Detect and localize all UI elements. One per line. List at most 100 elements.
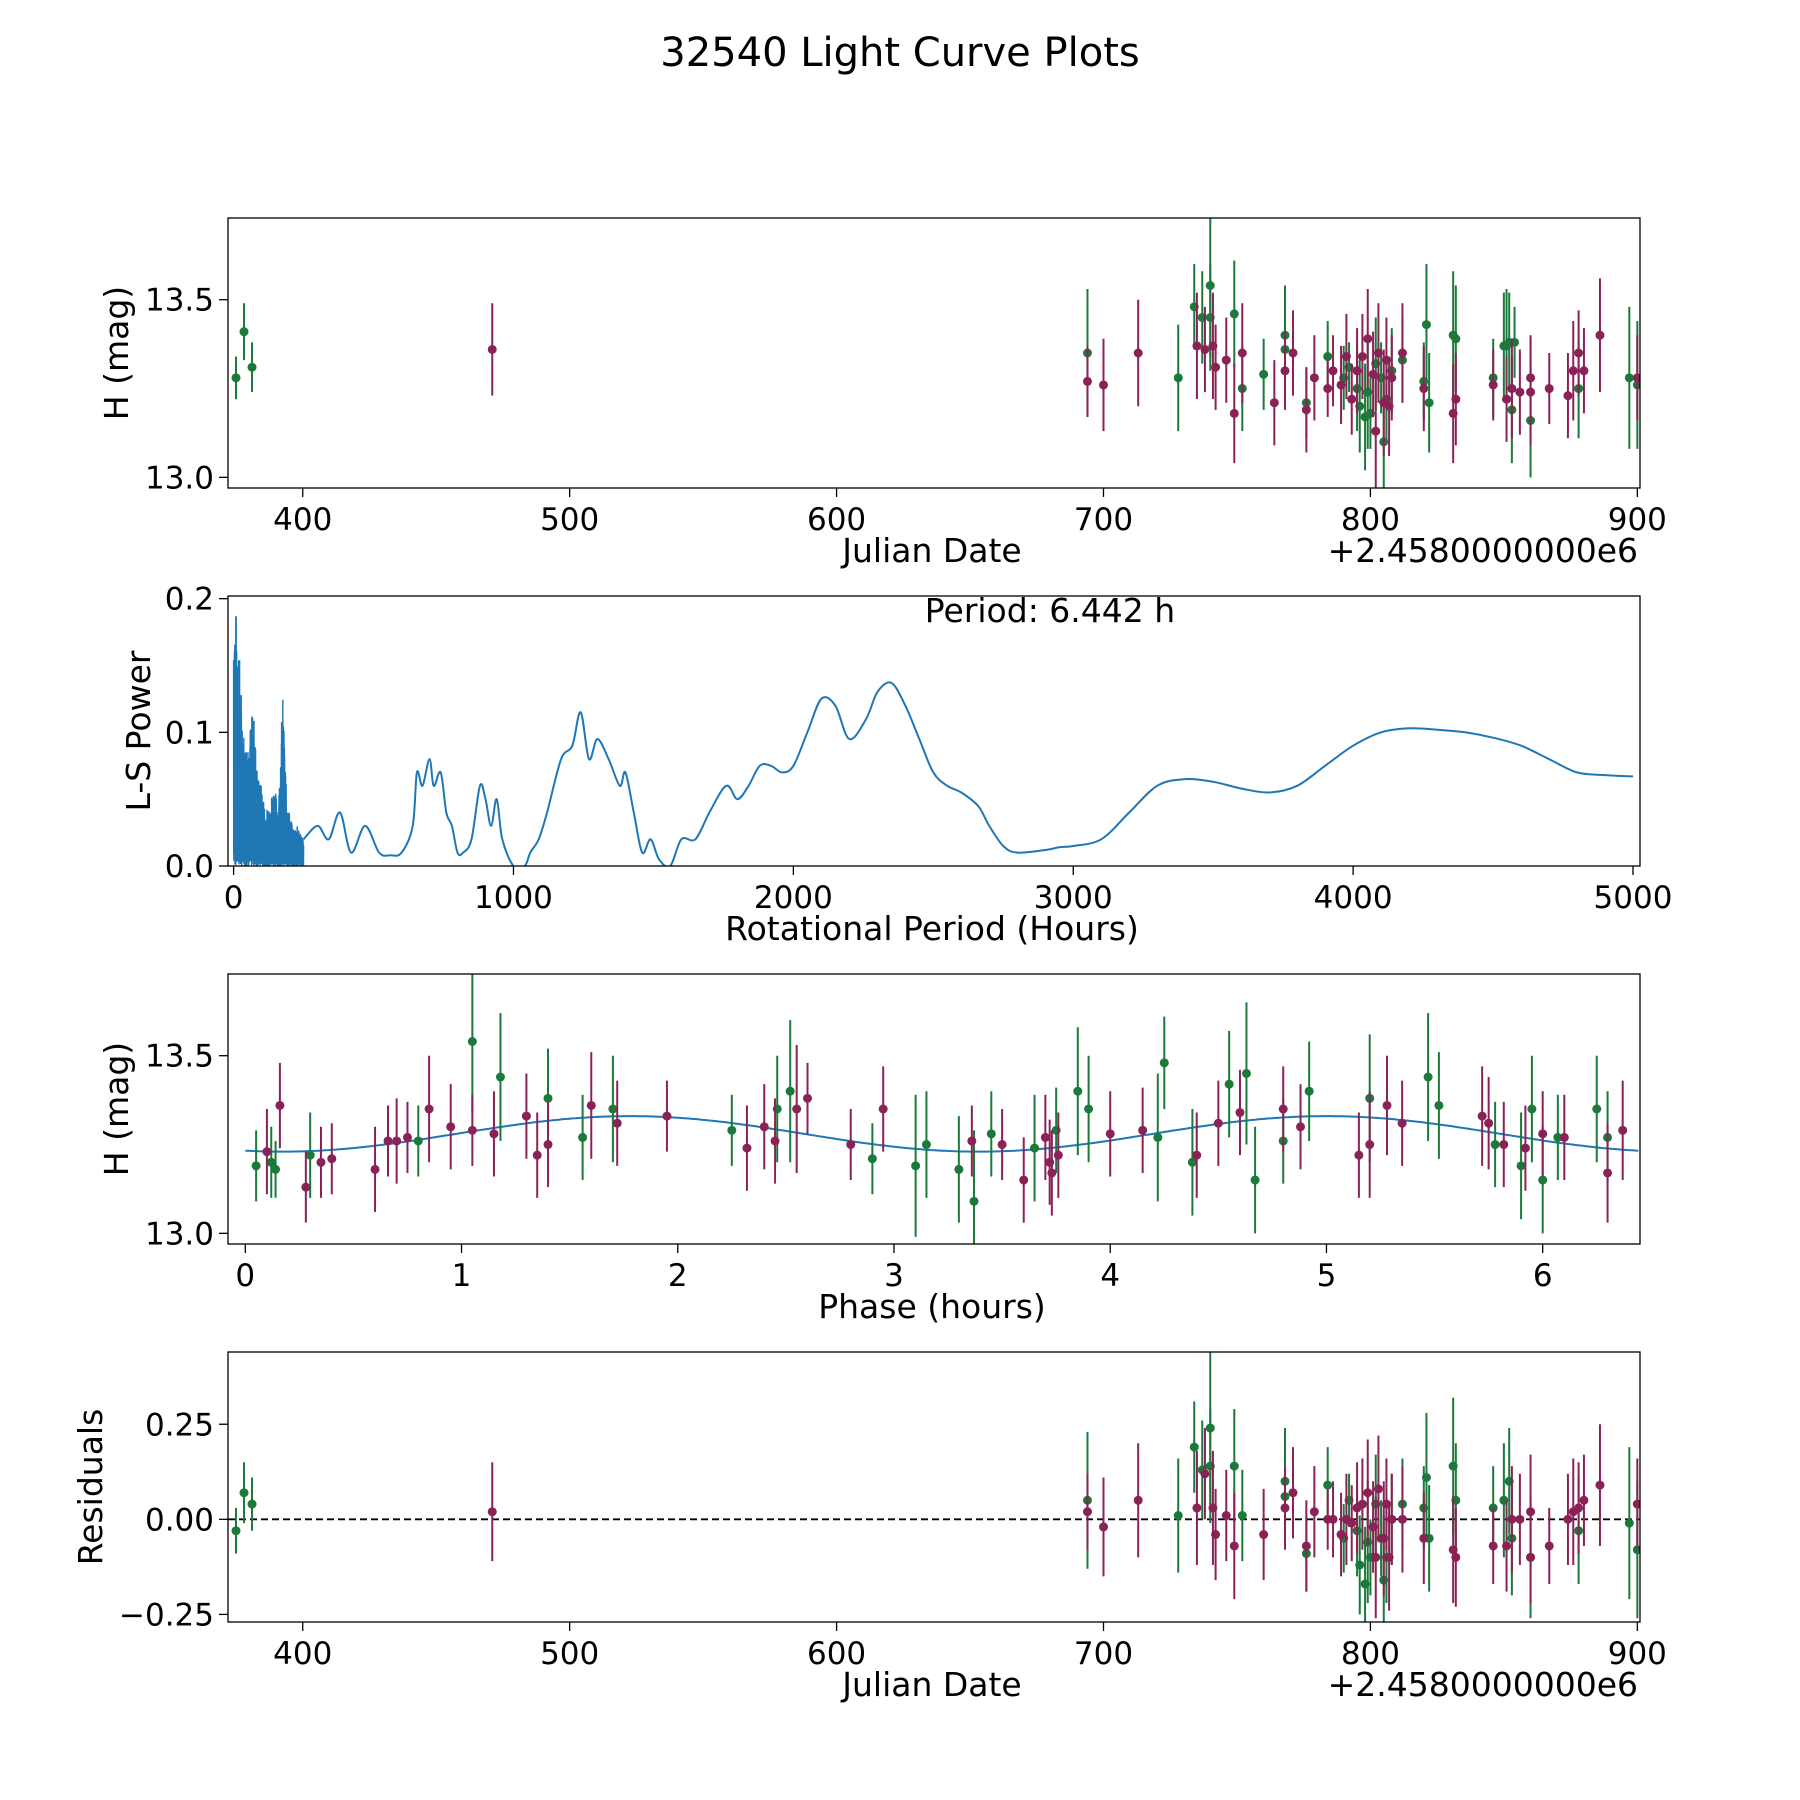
phased-x-tick-label: 4 bbox=[1100, 1258, 1120, 1294]
data-point bbox=[1259, 1530, 1269, 1540]
data-point bbox=[266, 1157, 276, 1167]
raw-x-tick-label: 900 bbox=[1608, 502, 1667, 538]
data-point bbox=[271, 1164, 281, 1174]
data-point bbox=[1502, 394, 1512, 404]
periodogram-axes-frame bbox=[227, 595, 1641, 867]
data-point bbox=[608, 1104, 618, 1114]
raw-x-ticks: 400 500 600 700 800 900 bbox=[273, 488, 1667, 538]
phased-y-tick-label: 13.5 bbox=[145, 1039, 214, 1075]
data-point bbox=[586, 1100, 596, 1110]
data-point bbox=[1323, 384, 1333, 394]
data-point bbox=[1499, 1140, 1509, 1150]
data-point bbox=[467, 1037, 477, 1046]
raw-marks bbox=[231, 218, 1640, 488]
raw-y-tick-label: 13.0 bbox=[145, 460, 214, 496]
raw-y-label: H (mag) bbox=[97, 286, 136, 420]
raw-x-tick-label: 600 bbox=[807, 502, 866, 538]
data-point bbox=[1421, 320, 1431, 330]
data-point bbox=[1515, 1514, 1525, 1524]
data-point bbox=[1579, 366, 1589, 376]
data-point bbox=[1371, 1552, 1381, 1562]
data-point bbox=[1632, 373, 1640, 383]
data-point bbox=[1544, 384, 1554, 394]
data-point bbox=[521, 1111, 531, 1121]
data-point bbox=[1323, 352, 1333, 362]
data-point bbox=[446, 1122, 456, 1132]
figure-title: 32540 Light Curve Plots bbox=[660, 30, 1139, 76]
data-point bbox=[1507, 1514, 1517, 1524]
phased-x-ticks: 0 1 2 3 4 5 6 bbox=[235, 1244, 1553, 1294]
residuals-y-label: Residuals bbox=[71, 1409, 110, 1566]
data-point bbox=[803, 1093, 813, 1103]
data-point bbox=[1357, 1499, 1367, 1509]
data-point bbox=[543, 1140, 553, 1150]
periodogram-x-label: Rotational Period (Hours) bbox=[725, 909, 1139, 948]
data-point bbox=[967, 1136, 977, 1146]
raw-y-tick-label: 13.5 bbox=[145, 283, 214, 319]
data-point bbox=[392, 1136, 402, 1146]
period-annotation: Period: 6.442 h bbox=[925, 591, 1175, 630]
data-point bbox=[1434, 1100, 1444, 1110]
phased-x-tick-label: 3 bbox=[884, 1258, 904, 1294]
residuals-x-offset-label: +2.4580000000e6 bbox=[1328, 1665, 1638, 1704]
data-point bbox=[1133, 1495, 1143, 1505]
periodogram-x-tick-label: 4000 bbox=[1314, 880, 1393, 916]
data-point bbox=[247, 362, 257, 372]
data-point bbox=[1259, 369, 1269, 379]
phased-axes-frame bbox=[227, 973, 1641, 1245]
data-point bbox=[424, 1104, 434, 1114]
periodogram-x-tick-label: 0 bbox=[224, 880, 244, 916]
data-point bbox=[495, 1072, 505, 1082]
data-point bbox=[1527, 1104, 1537, 1114]
data-point bbox=[305, 1150, 315, 1160]
data-point bbox=[1451, 334, 1461, 344]
data-point bbox=[1397, 1514, 1407, 1524]
data-point bbox=[1477, 1111, 1487, 1121]
residuals-series-purple bbox=[487, 1424, 1640, 1619]
data-point bbox=[1354, 1150, 1364, 1160]
data-point bbox=[1618, 1125, 1628, 1135]
data-point bbox=[1047, 1168, 1057, 1178]
periodogram-y-label: L-S Power bbox=[119, 650, 158, 811]
data-point bbox=[1296, 1122, 1306, 1132]
data-point bbox=[1153, 1132, 1163, 1142]
data-point bbox=[1221, 1511, 1231, 1521]
periodogram-marks bbox=[232, 616, 1634, 866]
data-point bbox=[954, 1164, 964, 1174]
data-point bbox=[846, 1140, 856, 1150]
periodogram-x-tick-label: 2000 bbox=[754, 880, 833, 916]
data-point bbox=[1341, 352, 1351, 362]
periodogram-x-tick-label: 3000 bbox=[1034, 880, 1113, 916]
data-point bbox=[1241, 1068, 1251, 1078]
data-point bbox=[1084, 1104, 1094, 1114]
phased-x-tick-label: 5 bbox=[1317, 1258, 1337, 1294]
residuals-x-tick-label: 800 bbox=[1341, 1636, 1400, 1672]
data-point bbox=[921, 1140, 931, 1150]
panel-residuals: 400 500 600 700 800 900 −0.25 0.00 0.25 Julian … bbox=[71, 1351, 1667, 1704]
residuals-x-tick-label: 900 bbox=[1608, 1636, 1667, 1672]
data-point bbox=[301, 1182, 311, 1192]
data-point bbox=[986, 1129, 996, 1139]
data-point bbox=[1105, 1129, 1115, 1139]
residuals-x-ticks: 400 500 600 700 800 900 bbox=[273, 1622, 1667, 1672]
raw-series-purple bbox=[487, 278, 1640, 488]
data-point bbox=[1200, 1469, 1210, 1479]
data-point bbox=[1082, 1507, 1092, 1517]
data-point bbox=[1235, 1108, 1245, 1118]
data-point bbox=[1019, 1175, 1029, 1185]
data-point bbox=[1347, 1518, 1357, 1528]
phased-x-label: Phase (hours) bbox=[818, 1287, 1046, 1326]
data-point bbox=[1507, 384, 1517, 394]
data-point bbox=[662, 1111, 672, 1121]
data-point bbox=[275, 1100, 285, 1110]
data-point bbox=[262, 1147, 272, 1157]
data-point bbox=[785, 1086, 795, 1096]
data-point bbox=[1490, 1140, 1500, 1150]
data-point bbox=[1229, 309, 1239, 319]
raw-x-offset-label: +2.4580000000e6 bbox=[1328, 531, 1638, 570]
residuals-y-tick-label: 0.00 bbox=[145, 1502, 214, 1538]
data-point bbox=[1073, 1086, 1083, 1096]
data-point bbox=[1502, 1541, 1512, 1551]
data-point bbox=[1574, 348, 1584, 358]
periodogram-line bbox=[302, 681, 1634, 866]
